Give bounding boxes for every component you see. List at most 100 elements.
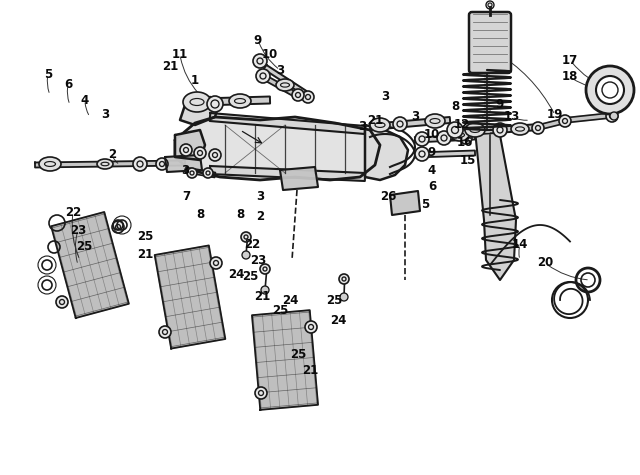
Polygon shape — [440, 131, 470, 142]
Polygon shape — [259, 73, 301, 99]
Polygon shape — [450, 124, 540, 136]
Circle shape — [242, 251, 250, 259]
Polygon shape — [415, 151, 475, 158]
Text: 25: 25 — [290, 349, 306, 361]
Text: 23: 23 — [250, 254, 266, 266]
Circle shape — [180, 144, 192, 156]
Polygon shape — [370, 117, 451, 130]
Text: 9: 9 — [496, 98, 504, 112]
Text: 9: 9 — [254, 34, 262, 47]
Circle shape — [596, 76, 624, 104]
Text: 2: 2 — [108, 149, 116, 162]
Circle shape — [415, 132, 429, 146]
Circle shape — [393, 117, 407, 131]
Text: 4: 4 — [81, 94, 89, 106]
Circle shape — [606, 110, 618, 122]
Circle shape — [159, 326, 171, 338]
Ellipse shape — [465, 123, 485, 137]
Circle shape — [194, 147, 206, 159]
Text: 4: 4 — [428, 163, 436, 177]
Text: 25: 25 — [242, 270, 258, 284]
Text: 22: 22 — [65, 207, 81, 219]
Polygon shape — [175, 117, 380, 180]
Text: 11: 11 — [172, 48, 188, 61]
Text: 18: 18 — [562, 70, 578, 84]
Text: 26: 26 — [380, 190, 396, 203]
Text: 24: 24 — [228, 268, 244, 282]
Polygon shape — [264, 65, 307, 95]
Text: 6: 6 — [64, 78, 72, 92]
Text: 21: 21 — [162, 60, 178, 74]
Polygon shape — [210, 113, 365, 134]
Circle shape — [339, 274, 349, 284]
Text: 1: 1 — [191, 74, 199, 86]
Polygon shape — [365, 125, 408, 180]
Text: 20: 20 — [537, 256, 553, 269]
Text: 10: 10 — [424, 129, 440, 142]
Polygon shape — [390, 191, 420, 215]
Text: 2: 2 — [256, 210, 264, 224]
Text: 3: 3 — [358, 121, 366, 133]
Circle shape — [260, 264, 270, 274]
Circle shape — [112, 221, 124, 233]
Text: 21: 21 — [254, 291, 270, 304]
Circle shape — [209, 149, 221, 161]
Text: 8: 8 — [236, 209, 244, 221]
Ellipse shape — [511, 123, 529, 135]
Circle shape — [133, 157, 147, 171]
Polygon shape — [280, 167, 318, 190]
Text: 21: 21 — [137, 248, 153, 262]
Circle shape — [56, 296, 68, 308]
Polygon shape — [165, 155, 202, 172]
Text: 25: 25 — [76, 240, 92, 254]
Polygon shape — [35, 161, 185, 168]
Ellipse shape — [229, 94, 251, 108]
Text: 16: 16 — [457, 136, 473, 150]
Text: 8: 8 — [451, 101, 459, 114]
Circle shape — [292, 89, 304, 101]
Circle shape — [253, 54, 267, 68]
Polygon shape — [540, 118, 568, 129]
FancyBboxPatch shape — [469, 12, 511, 73]
Text: 17: 17 — [562, 54, 578, 67]
Circle shape — [210, 257, 222, 269]
Text: 25: 25 — [326, 294, 342, 306]
Text: 19: 19 — [547, 108, 563, 122]
Circle shape — [187, 168, 197, 178]
Text: 24: 24 — [330, 314, 346, 326]
Text: 10: 10 — [262, 48, 278, 61]
Text: 3: 3 — [101, 108, 109, 122]
Text: 5: 5 — [44, 67, 52, 80]
Circle shape — [447, 122, 463, 138]
Circle shape — [460, 132, 472, 144]
Polygon shape — [51, 212, 129, 318]
Polygon shape — [475, 130, 516, 280]
Circle shape — [305, 321, 317, 333]
Ellipse shape — [425, 114, 445, 128]
Text: 3: 3 — [256, 190, 264, 203]
Text: 5: 5 — [421, 199, 429, 211]
Text: 3: 3 — [276, 64, 284, 76]
Text: 25: 25 — [272, 304, 288, 316]
Circle shape — [302, 91, 314, 103]
Circle shape — [532, 122, 544, 134]
Text: 3: 3 — [411, 111, 419, 124]
Text: 13: 13 — [504, 111, 520, 124]
Ellipse shape — [370, 118, 390, 132]
Polygon shape — [175, 130, 205, 160]
Circle shape — [156, 158, 168, 170]
Text: 23: 23 — [70, 224, 86, 237]
Text: 3: 3 — [381, 91, 389, 104]
Circle shape — [256, 69, 270, 83]
Ellipse shape — [276, 79, 294, 91]
Ellipse shape — [97, 159, 113, 169]
Text: 12: 12 — [454, 118, 470, 132]
Circle shape — [559, 115, 571, 127]
Text: 15: 15 — [460, 153, 476, 167]
Circle shape — [586, 66, 634, 114]
Ellipse shape — [183, 92, 211, 112]
Text: 25: 25 — [137, 230, 153, 244]
Ellipse shape — [39, 157, 61, 171]
Circle shape — [415, 147, 429, 161]
Ellipse shape — [451, 129, 469, 141]
